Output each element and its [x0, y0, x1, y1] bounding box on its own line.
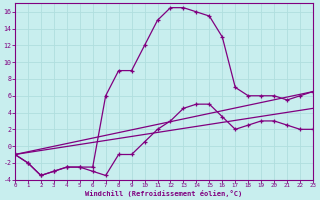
X-axis label: Windchill (Refroidissement éolien,°C): Windchill (Refroidissement éolien,°C)	[85, 190, 243, 197]
